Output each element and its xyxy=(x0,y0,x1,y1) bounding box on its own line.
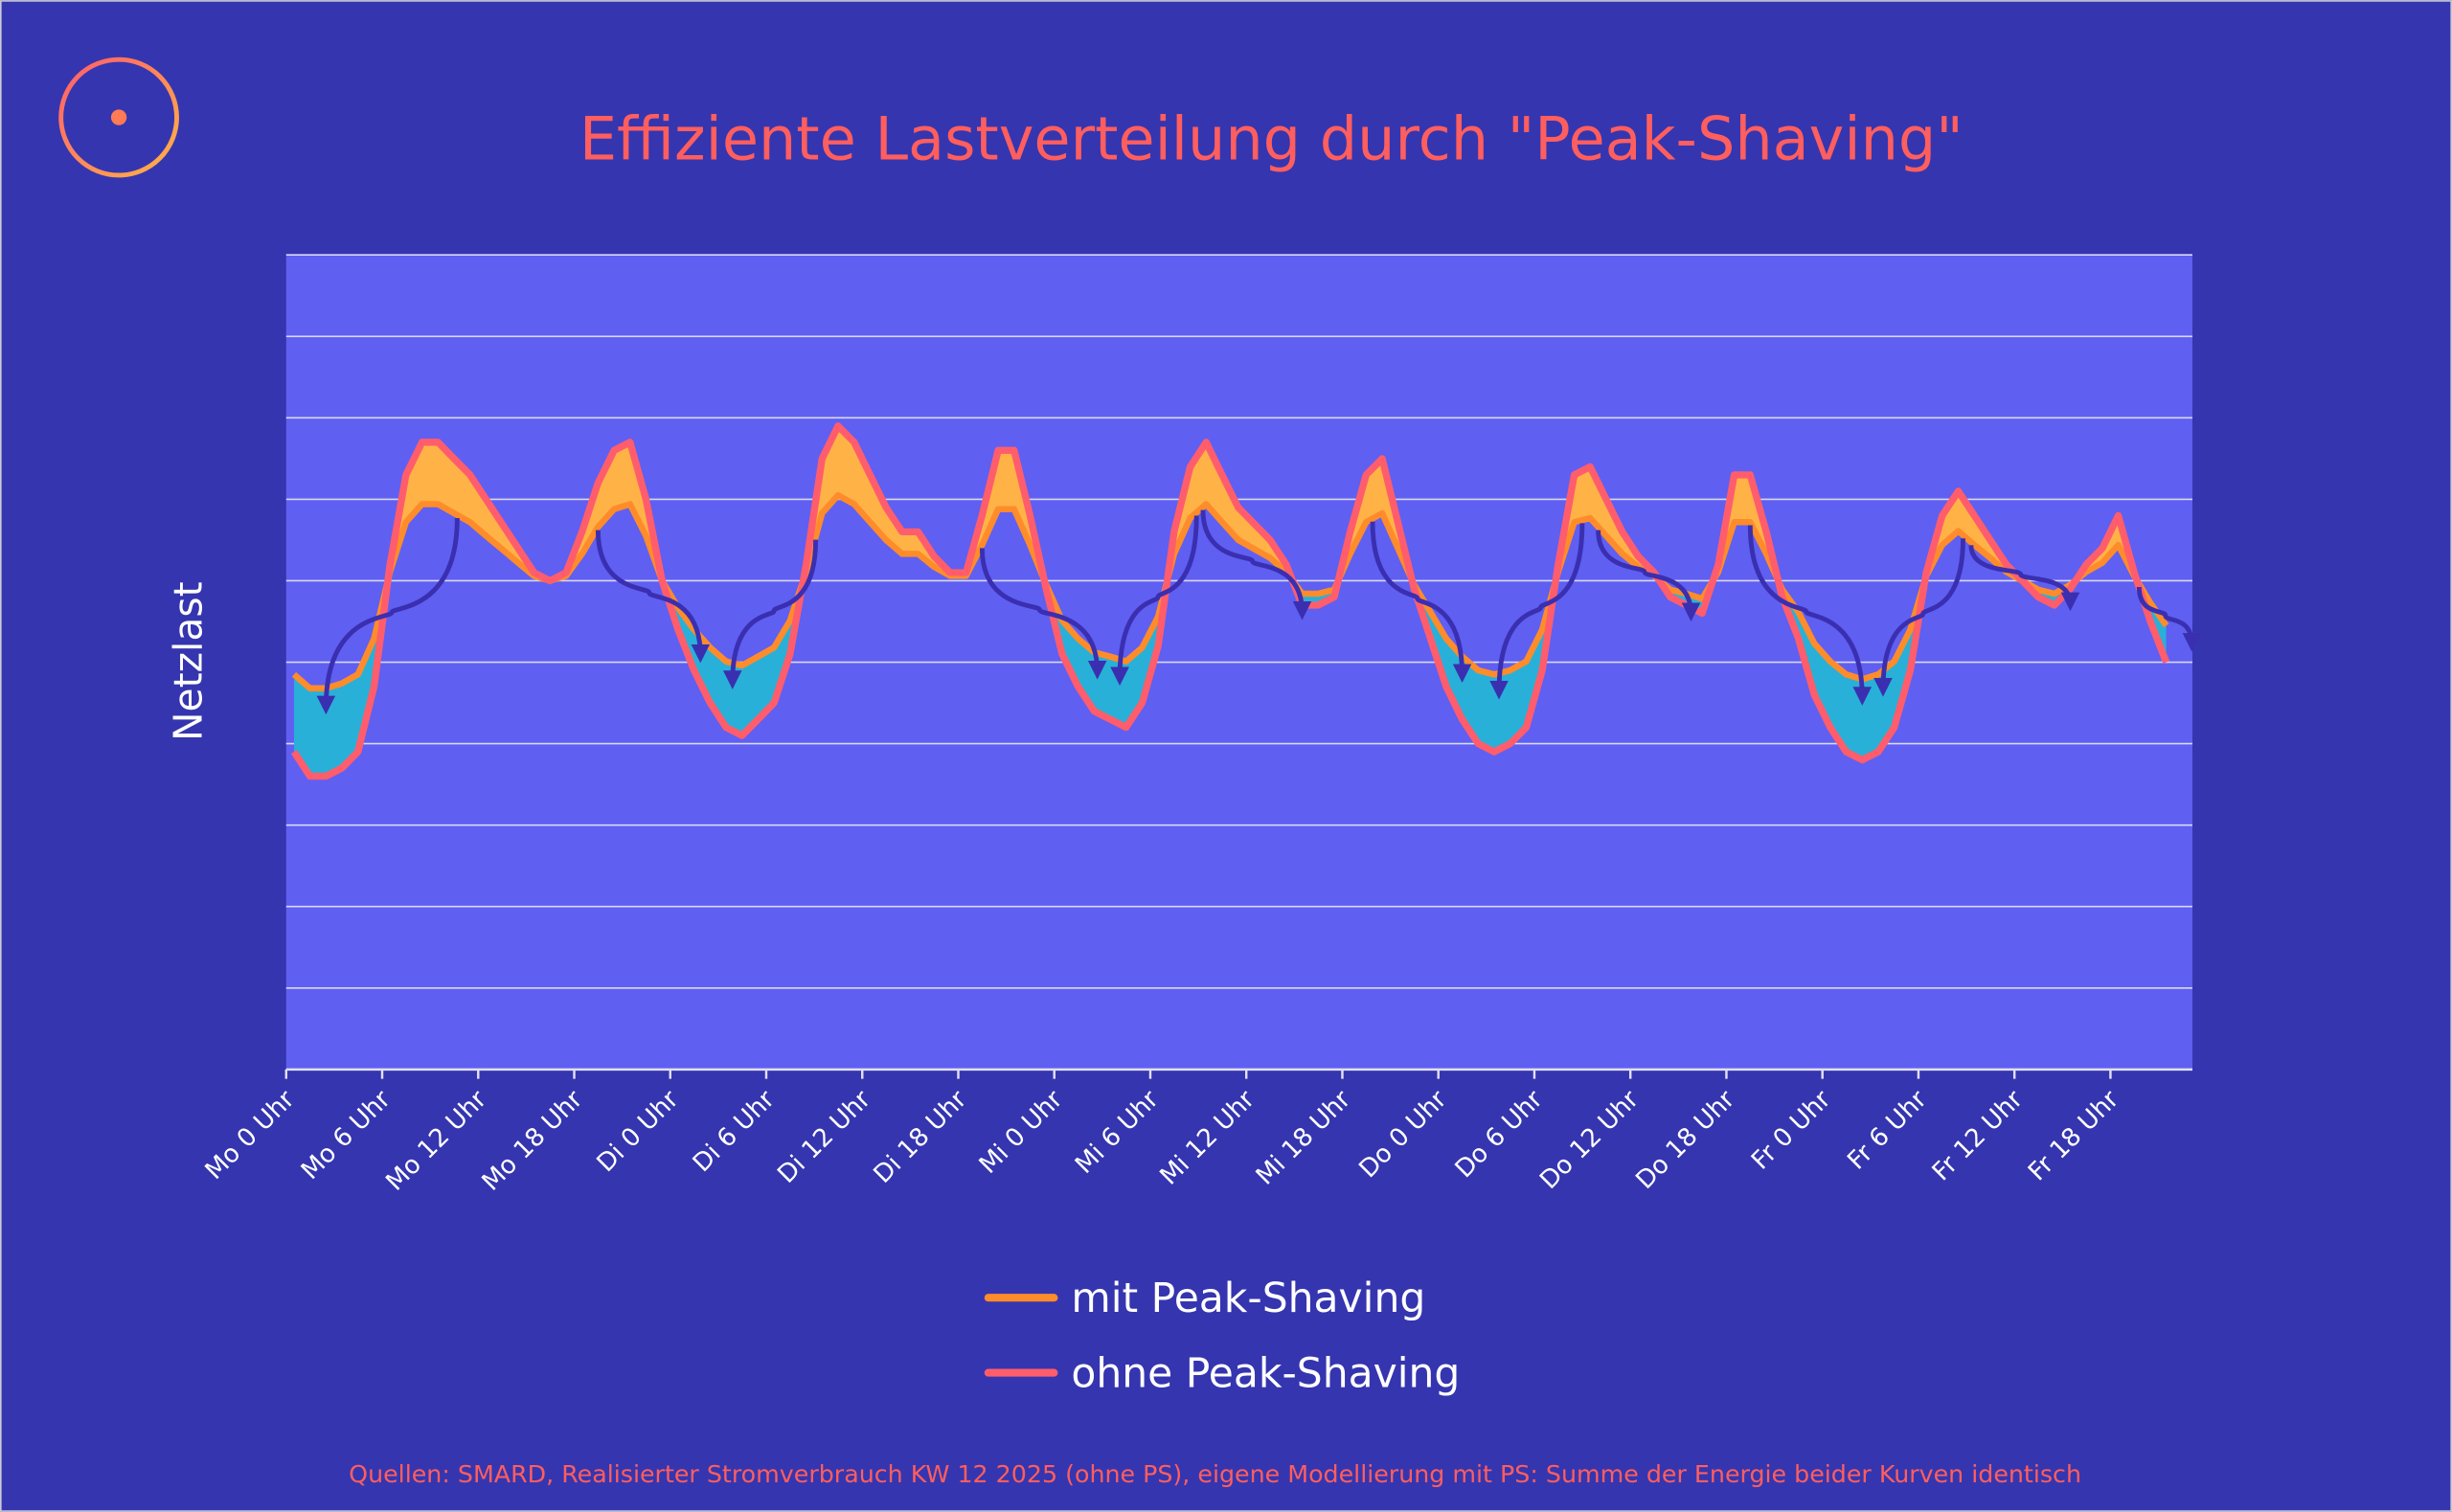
series-line-ohne xyxy=(290,422,2170,780)
shift-arrow xyxy=(1873,538,1965,697)
shift-arrow xyxy=(1110,515,1199,687)
y-axis-label: Netzlast xyxy=(166,581,212,741)
shift-arrow xyxy=(979,548,1107,680)
legend-item-ohne[interactable]: ohne Peak-Shaving xyxy=(984,1350,1461,1397)
logo xyxy=(58,56,179,178)
chart-title: Effiziente Lastverteilung durch "Peak-Sh… xyxy=(579,104,1964,174)
legend-label-mit: mit Peak-Shaving xyxy=(1071,1275,1425,1322)
shift-arrow xyxy=(1489,523,1585,700)
shift-arrows xyxy=(316,509,2202,715)
shift-arrow xyxy=(1370,521,1472,684)
shift-arrow xyxy=(316,518,460,715)
shift-arrow xyxy=(1596,530,1701,622)
shift-arrow xyxy=(2136,586,2202,652)
series-lines xyxy=(290,422,2170,780)
legend[interactable]: mit Peak-Shaving ohne Peak-Shaving xyxy=(984,1275,1461,1397)
shift-arrow xyxy=(1200,509,1312,621)
shift-arrow xyxy=(595,530,711,664)
difference-fills xyxy=(293,425,2167,777)
legend-item-mit[interactable]: mit Peak-Shaving xyxy=(984,1275,1425,1322)
source-note: Quellen: SMARD, Realisierter Stromverbra… xyxy=(349,1460,2081,1488)
shift-arrow xyxy=(1968,545,2080,612)
shift-arrow xyxy=(1747,525,1873,706)
shift-arrow xyxy=(722,539,819,689)
series-line-mit xyxy=(291,491,2169,692)
legend-label-ohne: ohne Peak-Shaving xyxy=(1071,1350,1460,1397)
deficit-area xyxy=(293,495,2167,777)
